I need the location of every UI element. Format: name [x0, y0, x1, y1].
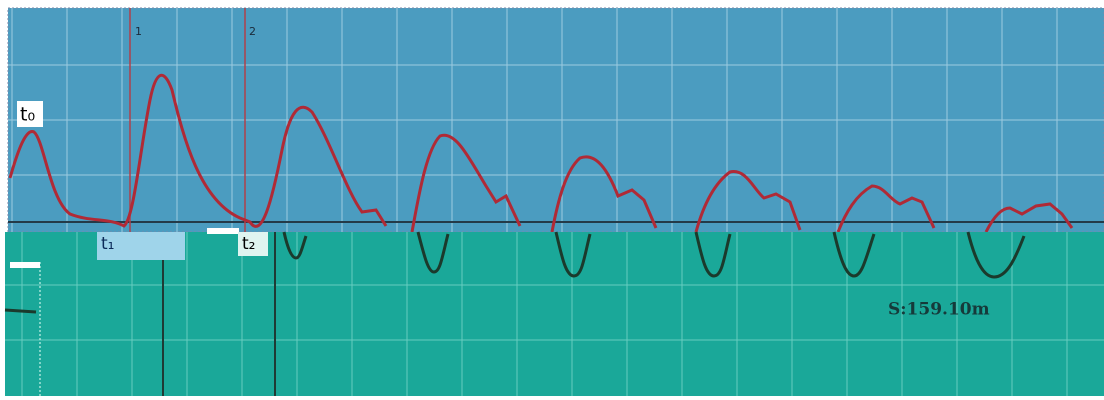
cursor-label: 1	[135, 25, 142, 38]
waveform-top	[8, 74, 1074, 233]
bottom-panel	[5, 232, 1104, 396]
marker-box	[207, 228, 239, 234]
gap	[10, 262, 40, 268]
bottom-grid	[5, 232, 1104, 396]
marker-box	[238, 232, 268, 256]
marker-label: t₂	[242, 234, 255, 254]
marker-box	[97, 232, 185, 260]
marker-label: t₀	[20, 104, 35, 126]
readout: S:159.10m	[888, 300, 990, 320]
marker-box	[17, 101, 43, 127]
marker-label: t₁	[101, 234, 114, 254]
waveform-bottom	[4, 231, 1026, 314]
cursor-label: 2	[249, 25, 256, 38]
